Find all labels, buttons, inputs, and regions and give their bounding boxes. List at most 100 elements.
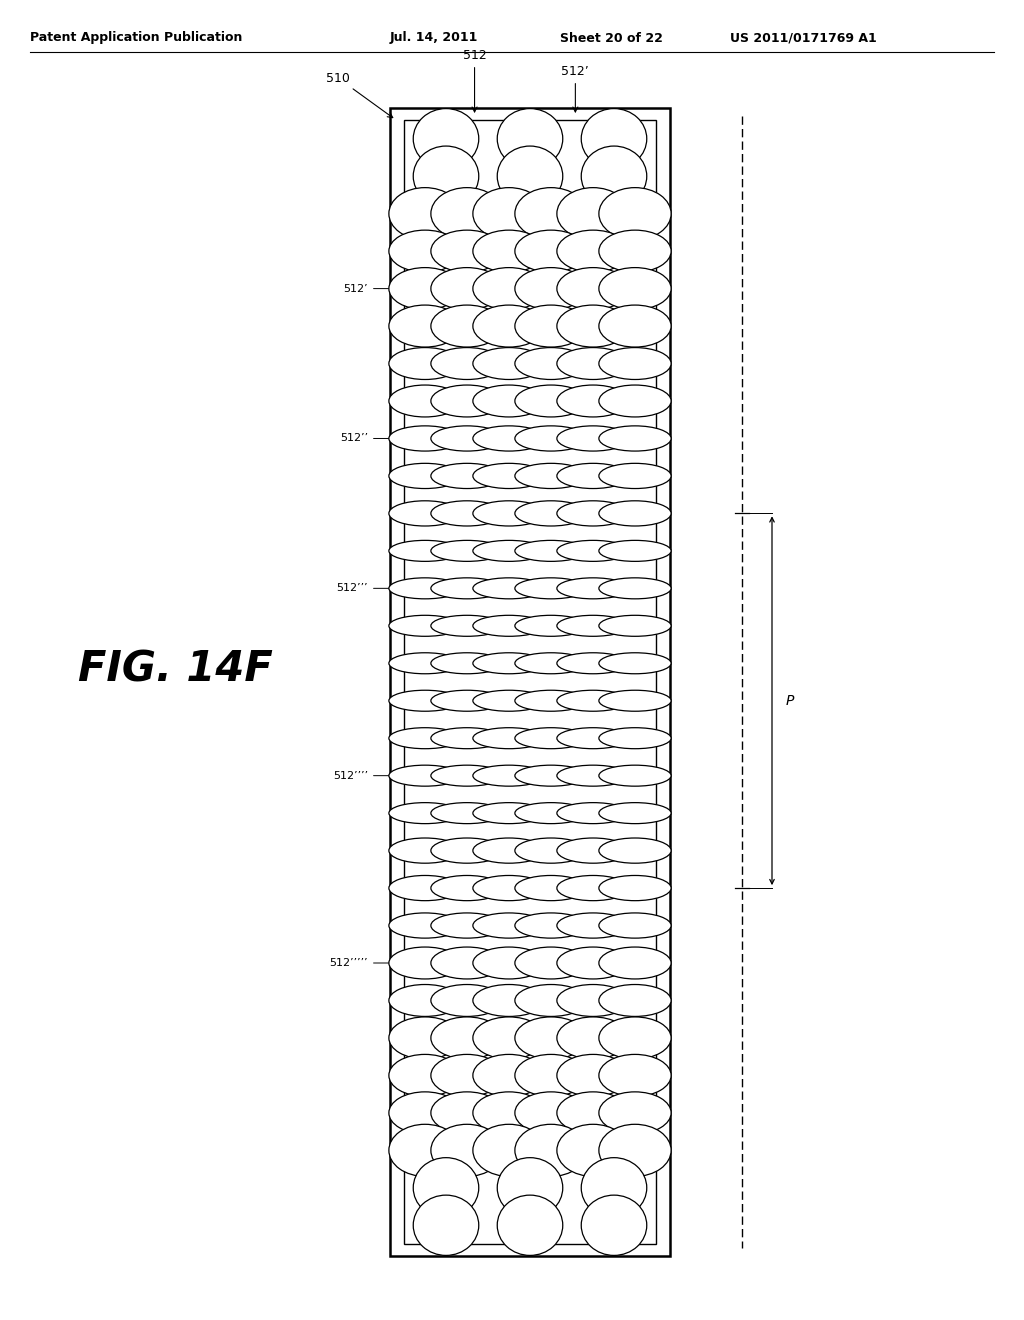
Ellipse shape xyxy=(473,187,545,240)
Ellipse shape xyxy=(557,653,629,673)
Ellipse shape xyxy=(599,875,671,900)
Ellipse shape xyxy=(473,653,545,673)
Ellipse shape xyxy=(389,690,461,711)
Ellipse shape xyxy=(431,803,503,824)
Ellipse shape xyxy=(557,913,629,939)
Ellipse shape xyxy=(389,305,461,347)
Ellipse shape xyxy=(389,985,461,1016)
Ellipse shape xyxy=(582,147,647,206)
Ellipse shape xyxy=(515,187,587,240)
Ellipse shape xyxy=(431,766,503,787)
Ellipse shape xyxy=(431,463,503,488)
Ellipse shape xyxy=(473,803,545,824)
Ellipse shape xyxy=(473,347,545,379)
Ellipse shape xyxy=(599,913,671,939)
Ellipse shape xyxy=(599,1055,671,1097)
Ellipse shape xyxy=(473,1125,545,1176)
Text: 512’’’’: 512’’’’ xyxy=(333,771,406,780)
Ellipse shape xyxy=(431,500,503,525)
Ellipse shape xyxy=(599,268,671,310)
Ellipse shape xyxy=(389,385,461,417)
Ellipse shape xyxy=(582,1195,647,1255)
Ellipse shape xyxy=(389,913,461,939)
Ellipse shape xyxy=(557,268,629,310)
Ellipse shape xyxy=(431,653,503,673)
Ellipse shape xyxy=(389,1016,461,1059)
Ellipse shape xyxy=(599,385,671,417)
Ellipse shape xyxy=(515,540,587,561)
Ellipse shape xyxy=(473,1016,545,1059)
Ellipse shape xyxy=(599,653,671,673)
Ellipse shape xyxy=(473,1055,545,1097)
Ellipse shape xyxy=(389,766,461,787)
Ellipse shape xyxy=(599,838,671,863)
Ellipse shape xyxy=(414,147,479,206)
Text: 510: 510 xyxy=(326,71,393,117)
Ellipse shape xyxy=(599,946,671,979)
Ellipse shape xyxy=(389,727,461,748)
Ellipse shape xyxy=(599,426,671,451)
Ellipse shape xyxy=(473,690,545,711)
Ellipse shape xyxy=(389,1125,461,1176)
Bar xyxy=(390,108,670,1257)
Ellipse shape xyxy=(515,803,587,824)
Ellipse shape xyxy=(473,1092,545,1134)
Ellipse shape xyxy=(557,187,629,240)
Ellipse shape xyxy=(599,230,671,272)
Ellipse shape xyxy=(599,187,671,240)
Ellipse shape xyxy=(515,347,587,379)
Text: 512’’’’’: 512’’’’’ xyxy=(330,958,406,968)
Ellipse shape xyxy=(515,1092,587,1134)
Ellipse shape xyxy=(389,1055,461,1097)
Ellipse shape xyxy=(557,426,629,451)
Ellipse shape xyxy=(599,803,671,824)
Ellipse shape xyxy=(431,347,503,379)
Ellipse shape xyxy=(515,946,587,979)
Text: 512’: 512’ xyxy=(561,65,589,112)
Ellipse shape xyxy=(557,540,629,561)
Ellipse shape xyxy=(389,875,461,900)
Ellipse shape xyxy=(557,615,629,636)
Ellipse shape xyxy=(599,1125,671,1176)
Ellipse shape xyxy=(557,500,629,525)
Text: 512: 512 xyxy=(463,49,486,112)
Ellipse shape xyxy=(515,690,587,711)
Ellipse shape xyxy=(599,305,671,347)
Ellipse shape xyxy=(515,1125,587,1176)
Ellipse shape xyxy=(599,347,671,379)
Ellipse shape xyxy=(389,653,461,673)
Ellipse shape xyxy=(515,385,587,417)
Ellipse shape xyxy=(431,985,503,1016)
Ellipse shape xyxy=(498,108,563,169)
Ellipse shape xyxy=(515,985,587,1016)
Ellipse shape xyxy=(389,578,461,599)
Ellipse shape xyxy=(473,500,545,525)
Ellipse shape xyxy=(473,913,545,939)
Ellipse shape xyxy=(431,727,503,748)
Ellipse shape xyxy=(515,463,587,488)
Ellipse shape xyxy=(431,268,503,310)
Ellipse shape xyxy=(414,108,479,169)
Ellipse shape xyxy=(515,578,587,599)
Text: P: P xyxy=(786,694,795,708)
Ellipse shape xyxy=(473,305,545,347)
Ellipse shape xyxy=(389,463,461,488)
Ellipse shape xyxy=(557,985,629,1016)
Ellipse shape xyxy=(599,985,671,1016)
Ellipse shape xyxy=(557,305,629,347)
Text: 512’: 512’ xyxy=(343,284,406,293)
Ellipse shape xyxy=(473,838,545,863)
Ellipse shape xyxy=(431,385,503,417)
Ellipse shape xyxy=(389,803,461,824)
Ellipse shape xyxy=(515,1055,587,1097)
Ellipse shape xyxy=(473,268,545,310)
Ellipse shape xyxy=(473,875,545,900)
Ellipse shape xyxy=(431,1092,503,1134)
Ellipse shape xyxy=(557,875,629,900)
Ellipse shape xyxy=(515,268,587,310)
Ellipse shape xyxy=(557,1016,629,1059)
Ellipse shape xyxy=(599,1092,671,1134)
Ellipse shape xyxy=(582,108,647,169)
Ellipse shape xyxy=(557,463,629,488)
Ellipse shape xyxy=(431,187,503,240)
